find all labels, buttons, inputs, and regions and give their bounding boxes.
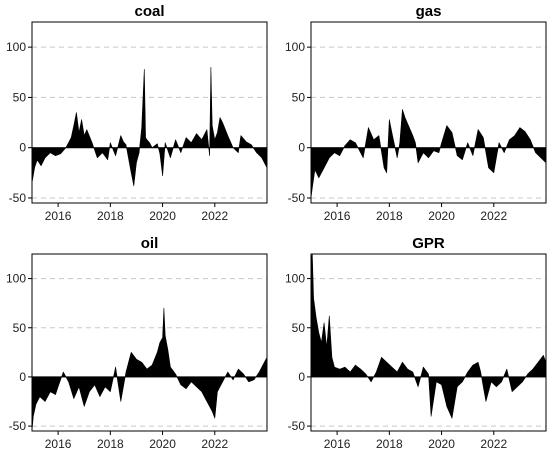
y-tick-label-gas-0: 0: [298, 141, 305, 155]
x-tick-label-coal-2016: 2016: [45, 209, 72, 223]
x-tick-label-gpr-2016: 2016: [324, 437, 351, 451]
y-tick-label-gas--50: -50: [288, 191, 306, 205]
x-tick-label-gas-2016: 2016: [324, 209, 351, 223]
y-tick-label-coal-50: 50: [13, 90, 27, 104]
x-tick-label-oil-2020: 2020: [149, 437, 176, 451]
x-tick-label-gas-2018: 2018: [376, 209, 403, 223]
x-tick-label-oil-2018: 2018: [97, 437, 124, 451]
panel-title-gas: gas: [416, 3, 442, 20]
y-tick-label-coal-0: 0: [19, 141, 26, 155]
panel-title-gpr: GPR: [412, 235, 445, 252]
x-tick-label-gpr-2020: 2020: [428, 437, 455, 451]
series-area-gas: [310, 109, 547, 199]
y-tick-label-oil-0: 0: [19, 370, 26, 384]
x-tick-label-oil-2016: 2016: [45, 437, 72, 451]
x-tick-label-gas-2022: 2022: [480, 209, 507, 223]
panel-coal: coal -50 0 50 100 2016 2018 2020 2022: [6, 3, 268, 223]
y-tick-label-gas-50: 50: [292, 90, 306, 104]
y-tick-label-gas-100: 100: [285, 40, 305, 54]
panel-gas: gas -50 0 50 100 2016 2018 2020 2022: [285, 3, 547, 223]
y-tick-label-oil-50: 50: [13, 321, 27, 335]
y-tick-label-oil--50: -50: [9, 419, 27, 433]
x-tick-label-gpr-2018: 2018: [376, 437, 403, 451]
y-tick-label-gpr--50: -50: [288, 419, 306, 433]
x-tick-label-gas-2020: 2020: [428, 209, 455, 223]
series-area-oil: [31, 307, 268, 432]
panel-oil: oil -50 0 50 100 2016 2018 2020 2022: [6, 235, 268, 451]
plot-frame-gas: [310, 21, 547, 204]
x-tick-label-coal-2022: 2022: [201, 209, 228, 223]
y-tick-label-oil-100: 100: [6, 272, 26, 286]
x-tick-label-coal-2020: 2020: [149, 209, 176, 223]
plot-frame-oil: [31, 253, 268, 432]
plot-frame-coal: [31, 21, 268, 204]
plot-frame-gpr: [310, 253, 547, 432]
x-tick-label-coal-2018: 2018: [97, 209, 124, 223]
y-tick-label-gpr-0: 0: [298, 370, 305, 384]
y-tick-label-coal--50: -50: [9, 191, 27, 205]
series-area-coal: [31, 67, 268, 187]
panel-title-coal: coal: [134, 3, 164, 20]
x-tick-label-oil-2022: 2022: [201, 437, 228, 451]
y-tick-label-coal-100: 100: [6, 40, 26, 54]
y-tick-label-gpr-100: 100: [285, 272, 305, 286]
y-tick-label-gpr-50: 50: [292, 321, 306, 335]
panel-gpr: GPR -50 0 50 100 2016 2018 2020 2022: [285, 235, 547, 451]
x-tick-label-gpr-2022: 2022: [480, 437, 507, 451]
panel-title-oil: oil: [141, 235, 159, 252]
